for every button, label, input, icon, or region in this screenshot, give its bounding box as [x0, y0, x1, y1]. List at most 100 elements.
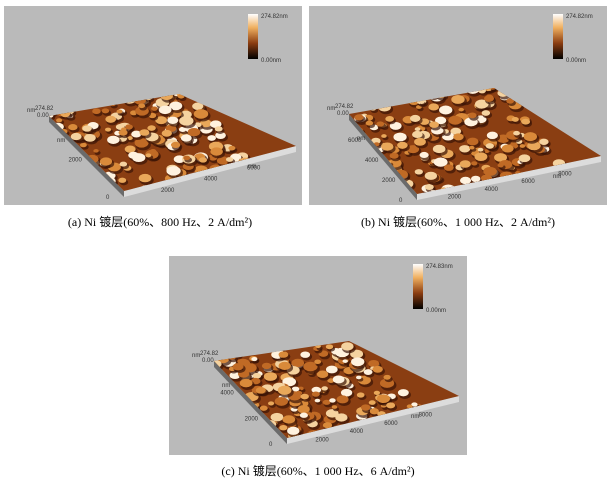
grain [322, 422, 333, 429]
grain [448, 115, 462, 125]
grain [270, 412, 284, 422]
grain [228, 145, 236, 151]
grain [451, 94, 465, 104]
grain [210, 147, 223, 156]
grain [381, 134, 387, 138]
grain [251, 356, 258, 362]
grain [291, 386, 300, 392]
grain [435, 116, 447, 125]
grain [151, 106, 158, 111]
x-tick-label: 4000 [204, 177, 218, 183]
grain [278, 361, 291, 370]
grain [210, 120, 222, 128]
colorbar-min: 0.00nm [426, 308, 446, 314]
grain [214, 126, 223, 132]
grain [511, 117, 519, 122]
grain [523, 132, 538, 142]
grain [325, 409, 339, 418]
grain [329, 398, 336, 403]
z-unit: nm [327, 106, 335, 112]
grain [229, 371, 241, 380]
grain [183, 155, 191, 161]
grain [131, 130, 142, 138]
grain [406, 404, 413, 409]
grain [99, 157, 113, 166]
grain [489, 88, 497, 90]
grain [341, 342, 354, 351]
grain [252, 372, 262, 379]
z-zero: 0.00 [337, 111, 349, 117]
grain [178, 126, 187, 133]
colorbar-max: 274.82nm [261, 14, 288, 20]
grain [80, 142, 87, 148]
y-tick-label: 2000 [69, 158, 83, 164]
x-unit: nm [553, 174, 561, 180]
grain [259, 405, 268, 411]
grain [56, 118, 63, 123]
x-tick-label: 6000 [247, 165, 261, 171]
colorbar [248, 14, 258, 59]
surface-side [214, 361, 287, 444]
colorbar-max: 274.82nm [566, 14, 593, 20]
y-tick-label: 0 [269, 442, 273, 448]
grain [335, 413, 348, 422]
grain [424, 183, 434, 191]
grain [369, 408, 379, 415]
y-tick-label: 6000 [348, 138, 362, 144]
grain [332, 375, 345, 384]
grain [469, 145, 475, 150]
grain [433, 157, 448, 167]
grain [386, 402, 396, 409]
grain [92, 108, 101, 115]
grain [267, 401, 275, 406]
surface-side [349, 114, 417, 200]
grain [170, 141, 181, 149]
grain [354, 114, 364, 121]
grain [322, 399, 331, 405]
surface-side [49, 116, 124, 197]
grain [198, 157, 208, 163]
grain [412, 130, 423, 138]
grain [118, 177, 127, 183]
grain [453, 133, 464, 141]
grain [167, 116, 179, 124]
grain [321, 386, 328, 391]
grain [84, 133, 96, 142]
grain [439, 105, 453, 115]
y-tick-label: 0 [106, 195, 110, 201]
grain [484, 95, 494, 102]
grain [216, 156, 230, 165]
grain [356, 392, 365, 398]
grain [82, 125, 92, 132]
grain [124, 145, 136, 153]
grain [373, 390, 381, 395]
grain [282, 415, 296, 424]
grain [291, 358, 305, 368]
colorbar [553, 14, 563, 59]
caption: (a) Ni 镀层(60%、800 Hz、2 A/dm²) [67, 215, 253, 229]
grain [342, 359, 348, 363]
x-tick-label: 8000 [419, 412, 433, 418]
grain [192, 102, 204, 110]
grain [242, 363, 257, 373]
grain [397, 141, 408, 149]
x-tick-label: 6000 [521, 179, 535, 185]
grain [225, 157, 234, 162]
grain [368, 359, 380, 368]
grain [460, 176, 472, 185]
x-unit: nm [248, 164, 256, 170]
grain [331, 405, 338, 409]
grain [521, 118, 531, 125]
grain [316, 370, 329, 379]
grain [297, 405, 310, 414]
grain [277, 385, 292, 395]
grain [116, 109, 123, 114]
grain [376, 394, 391, 404]
colorbar-min: 0.00nm [261, 58, 281, 64]
grain [299, 412, 308, 418]
grain [458, 107, 464, 112]
x-tick-label: 4000 [485, 187, 499, 193]
grain [161, 129, 172, 137]
grain [429, 121, 439, 128]
